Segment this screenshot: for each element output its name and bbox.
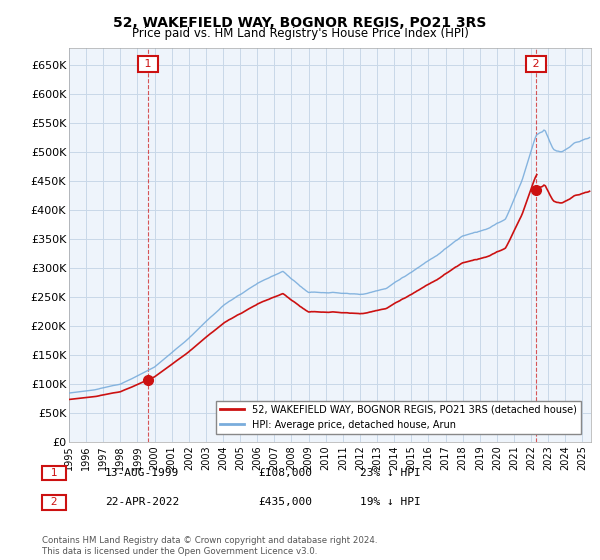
Text: £108,000: £108,000 (258, 468, 312, 478)
Text: 2: 2 (44, 497, 64, 507)
Text: 22-APR-2022: 22-APR-2022 (105, 497, 179, 507)
Text: 19% ↓ HPI: 19% ↓ HPI (360, 497, 421, 507)
Text: 1: 1 (44, 468, 64, 478)
Legend: 52, WAKEFIELD WAY, BOGNOR REGIS, PO21 3RS (detached house), HPI: Average price, : 52, WAKEFIELD WAY, BOGNOR REGIS, PO21 3R… (216, 401, 581, 433)
Text: 13-AUG-1999: 13-AUG-1999 (105, 468, 179, 478)
Text: 1: 1 (141, 59, 155, 69)
Text: 2: 2 (529, 59, 543, 69)
Text: 23% ↓ HPI: 23% ↓ HPI (360, 468, 421, 478)
Text: Price paid vs. HM Land Registry's House Price Index (HPI): Price paid vs. HM Land Registry's House … (131, 27, 469, 40)
Text: 52, WAKEFIELD WAY, BOGNOR REGIS, PO21 3RS: 52, WAKEFIELD WAY, BOGNOR REGIS, PO21 3R… (113, 16, 487, 30)
Text: Contains HM Land Registry data © Crown copyright and database right 2024.
This d: Contains HM Land Registry data © Crown c… (42, 536, 377, 556)
Text: £435,000: £435,000 (258, 497, 312, 507)
